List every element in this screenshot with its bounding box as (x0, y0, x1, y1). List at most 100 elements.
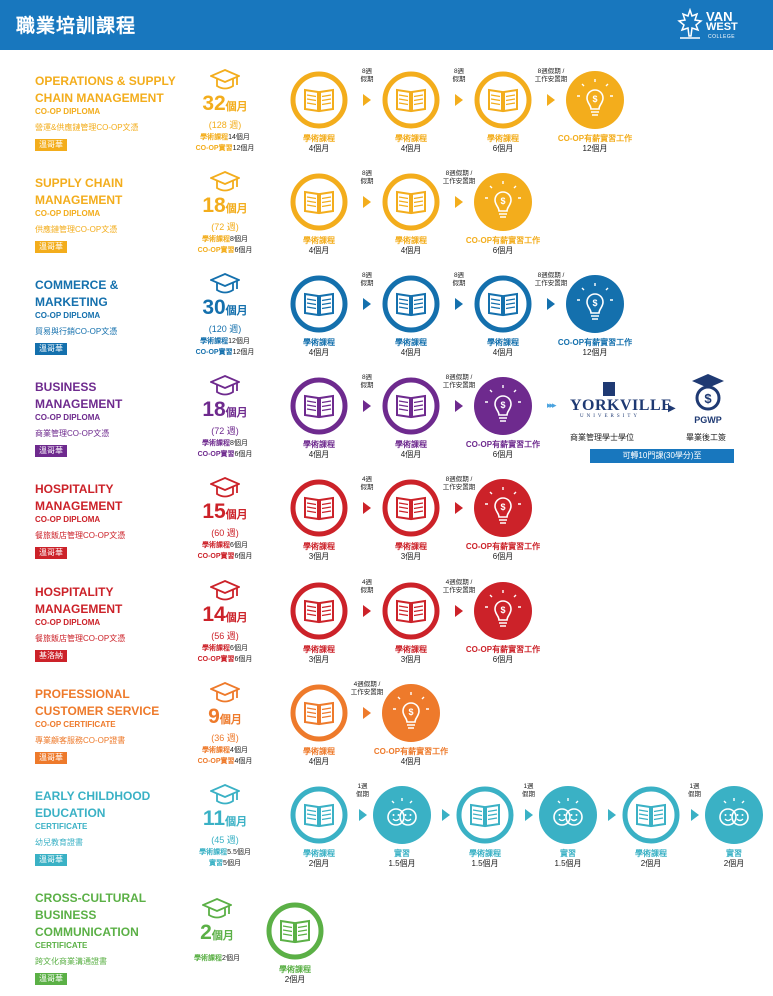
duration-split: 學術課程12個月 (175, 336, 275, 347)
arrow-right-icon (358, 809, 367, 821)
break-note: 1週 假期 (522, 783, 535, 798)
node-label: 實習 1.5個月 (513, 849, 623, 869)
arrow-right-icon (547, 298, 555, 310)
duration-split: 學術課程14個月 (175, 132, 275, 143)
program-row: HOSPITALITY MANAGEMENT CO-OP DIPLOMA 餐旅飯店管… (0, 476, 773, 578)
node-label: 實習 1.5個月 (347, 849, 457, 869)
node-title: 學術課程 (395, 134, 427, 143)
graduation-cap-icon (208, 272, 242, 302)
book-icon (290, 71, 348, 129)
duration-split: 學術課程6個月 (175, 540, 275, 551)
book-icon (266, 902, 324, 960)
duration-number: 9 (208, 705, 220, 728)
duration-split: CO-OP實習6個月 (175, 245, 275, 256)
duration-unit: 個月 (225, 816, 248, 828)
duration-number: 18 (202, 194, 226, 217)
node-duration: 4個月 (308, 246, 330, 255)
duration-unit: 個月 (225, 407, 248, 419)
node-label: 實習 2個月 (679, 849, 773, 869)
yorkville-logo: YORKVILLE (570, 397, 673, 414)
duration-unit: 個月 (225, 101, 248, 113)
pgwp-title: PGWP (694, 415, 722, 425)
arrow-right-icon (455, 298, 463, 310)
duration-split: 實習5個月 (175, 858, 275, 869)
split-label: CO-OP實習 (197, 656, 235, 663)
program-duration: 14個月 (180, 603, 270, 627)
duration-weeks: (56 週) (211, 631, 239, 641)
node-label: 學術課程 4個月 (356, 338, 466, 358)
arrow-right-icon (363, 502, 371, 514)
node-title: 學術課程 (487, 134, 519, 143)
node-title: 學術課程 (279, 965, 311, 974)
node-title: 實習 (726, 849, 742, 858)
program-duration: 11個月 (180, 807, 270, 831)
book-icon (290, 582, 348, 640)
svg-text:$: $ (500, 605, 505, 615)
node-duration: 2個月 (640, 859, 662, 868)
vanwest-logo: VAN WEST COLLEGE (676, 8, 766, 44)
lightbulb-dollar-icon: $ (382, 684, 440, 742)
program-name: OPERATIONS & SUPPLY CHAIN MANAGEMENT (35, 74, 176, 105)
program-row: PROFESSIONAL CUSTOMER SERVICE CO-OP CERTI… (0, 681, 773, 783)
program-credential-zh: 貿易與行銷CO-OP文憑 (35, 327, 118, 336)
arrow-right-icon (455, 502, 463, 514)
node-duration: 3個月 (308, 655, 330, 664)
duration-weeks: (45 週) (211, 835, 239, 845)
arrow-right-icon (363, 707, 371, 719)
node-label: 學術課程 1.5個月 (430, 849, 540, 869)
node-title: CO-OP有薪實習工作 (465, 645, 541, 654)
book-icon (474, 71, 532, 129)
arrow-right-icon (455, 605, 463, 617)
practicum-node (704, 785, 764, 845)
node-duration: 4個月 (400, 246, 422, 255)
program-credential: CO-OP DIPLOMA (35, 413, 101, 422)
study-node (289, 172, 349, 232)
split-value: 6個月 (230, 645, 248, 652)
duration-number: 11 (202, 807, 226, 830)
study-node (455, 785, 515, 845)
book-icon (290, 786, 348, 844)
node-duration: 3個月 (308, 552, 330, 561)
break-note: 8週假期 / 工作安置期 (442, 374, 476, 389)
break-note: 4週假期 / 工作安置期 (350, 681, 384, 696)
program-credential: CO-OP DIPLOMA (35, 515, 101, 524)
program-name: CROSS-CULTURAL BUSINESS COMMUNICATION (35, 891, 146, 939)
node-duration: 2個月 (723, 859, 745, 868)
study-node (289, 376, 349, 436)
break-note: 4週假期 / 工作安置期 (442, 579, 476, 594)
split-value: 6個月 (234, 451, 253, 458)
node-label: 學術課程 2個月 (596, 849, 706, 869)
node-title: 學術課程 (303, 542, 335, 551)
duration-number: 18 (202, 398, 226, 421)
duration-number: 32 (202, 92, 226, 115)
duration-split: 學術課程5.5個月 (175, 847, 275, 858)
duration-weeks: (72 週) (211, 426, 239, 436)
node-label: 學術課程 4個月 (264, 134, 374, 154)
node-title: CO-OP有薪實習工作 (465, 440, 541, 449)
program-row: EARLY CHILDHOOD EDUCATION CERTIFICATE 幼兒教育… (0, 783, 773, 885)
book-icon (456, 786, 514, 844)
duration-weeks: (60 週) (211, 528, 239, 538)
node-duration: 4個月 (308, 348, 330, 357)
break-note: 8週 假期 (360, 68, 374, 83)
split-label: CO-OP實習 (197, 247, 235, 254)
program-duration: 18個月 (180, 398, 270, 422)
split-label: CO-OP實習 (195, 349, 233, 356)
split-label: 學術課程 (200, 338, 229, 345)
node-label: 學術課程 4個月 (356, 236, 466, 256)
study-node (381, 581, 441, 641)
coop-node: $ (565, 274, 625, 334)
location-badge: 基洛納 (35, 650, 67, 662)
node-label: 學術課程 4個月 (448, 338, 558, 358)
split-value: 2個月 (222, 955, 240, 962)
node-title: CO-OP有薪實習工作 (557, 338, 633, 347)
split-label: 學術課程 (200, 134, 229, 141)
node-duration: 1.5個月 (471, 859, 499, 868)
program-duration: 18個月 (180, 194, 270, 218)
split-label: CO-OP實習 (197, 758, 235, 765)
smiling-faces-icon (539, 786, 597, 844)
graduation-cap-icon (208, 476, 242, 506)
graduation-cap-icon (208, 170, 242, 200)
duration-unit: 個月 (225, 612, 248, 624)
book-icon (382, 173, 440, 231)
